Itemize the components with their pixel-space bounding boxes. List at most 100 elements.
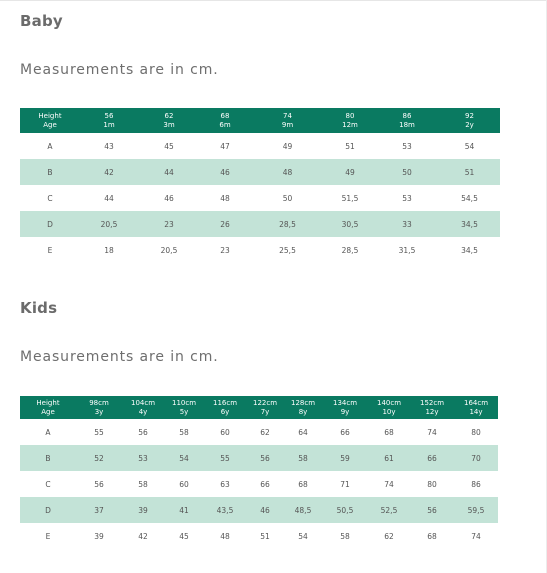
kids-table-body: A 55 56 58 60 62 64 66 68 74 80 B 52 53 54 55 56 58 59 61 66… (20, 419, 498, 549)
baby-header-size: 80 12m (325, 108, 375, 133)
measurement-cell: 62 (260, 427, 270, 437)
measurement-cell: 18 (104, 245, 114, 255)
table-row: E 39 42 45 48 51 54 58 62 68 74 (20, 523, 498, 549)
kids-header-size: 104cm 4y (122, 396, 164, 419)
measurement-cell: 33 (375, 211, 439, 237)
measurement-cell: 74 (427, 427, 437, 437)
measurement-cell: 42 (80, 159, 138, 185)
row-label: D (20, 211, 80, 237)
kids-measurement-note: Measurements are in cm. (20, 349, 219, 365)
header-line-secondary: 9y (340, 407, 350, 416)
measurement-cell: 49 (325, 159, 375, 185)
measurement-cell: 46 (200, 159, 250, 185)
header-line-secondary: 18m (399, 120, 415, 129)
measurement-cell: 49 (282, 141, 293, 151)
header-line-primary: 134cm (332, 398, 358, 407)
header-line-secondary: 7y (260, 407, 270, 416)
measurement-cell: 52 (76, 445, 122, 471)
measurement-cell: 51 (439, 159, 500, 185)
measurement-cell: 56 (246, 445, 284, 471)
header-line-secondary: 12y (425, 407, 439, 416)
kids-header-size: 122cm 7y (246, 396, 284, 419)
header-line-primary: 80 (345, 111, 355, 120)
header-line-secondary: 14y (469, 407, 483, 416)
measurement-cell: 44 (104, 193, 114, 203)
header-line-secondary: Age (41, 407, 55, 416)
measurement-cell: 62 (384, 531, 394, 541)
measurement-cell: 30,5 (325, 211, 375, 237)
baby-header-size: 86 18m (375, 108, 439, 133)
measurement-cell: 54 (464, 141, 475, 151)
measurement-cell: 25,5 (279, 245, 296, 255)
measurement-cell: 56 (410, 497, 454, 523)
header-line-primary: 104cm (130, 398, 156, 407)
header-line-secondary: 8y (298, 407, 308, 416)
measurement-cell: 37 (76, 497, 122, 523)
measurement-cell: 28,5 (250, 211, 325, 237)
table-row: B 42 44 46 48 49 50 51 (20, 159, 500, 185)
header-line-primary: 164cm (463, 398, 489, 407)
measurement-cell: 54,5 (461, 193, 478, 203)
measurement-cell: 45 (164, 141, 174, 151)
measurement-cell: 52,5 (368, 497, 410, 523)
measurement-cell: 48 (250, 159, 325, 185)
header-line-secondary: 2y (465, 120, 474, 129)
measurement-cell: 34,5 (461, 245, 478, 255)
measurement-cell: 34,5 (439, 211, 500, 237)
measurement-cell: 46 (164, 193, 174, 203)
header-line-primary: Height (36, 398, 60, 407)
measurement-cell: 80 (427, 479, 437, 489)
measurement-cell: 71 (340, 479, 350, 489)
measurement-cell: 50 (282, 193, 293, 203)
measurement-cell: 47 (220, 141, 230, 151)
kids-header-row: Height Age 98cm 3y 104cm 4y 110cm 5y 116cm 6y 122c… (20, 396, 498, 419)
table-row: D 20,5 23 26 28,5 30,5 33 34,5 (20, 211, 500, 237)
measurement-cell: 48 (220, 193, 230, 203)
header-line-secondary: 6y (220, 407, 230, 416)
measurement-cell: 53 (402, 141, 412, 151)
measurement-cell: 64 (298, 427, 308, 437)
baby-header-size: 92 2y (439, 108, 500, 133)
row-label: A (45, 427, 51, 437)
row-label: E (45, 531, 51, 541)
baby-header-size: 62 3m (138, 108, 200, 133)
row-label: C (47, 193, 53, 203)
measurement-cell: 59,5 (454, 497, 498, 523)
measurement-cell: 55 (204, 445, 246, 471)
measurement-cell: 42 (138, 531, 148, 541)
measurement-cell: 63 (220, 479, 230, 489)
measurement-cell: 61 (368, 445, 410, 471)
header-line-primary: 74 (283, 111, 292, 120)
baby-section-title: Baby (20, 12, 63, 30)
measurement-cell: 56 (138, 427, 148, 437)
measurement-cell: 60 (220, 427, 230, 437)
header-line-secondary: 4y (138, 407, 148, 416)
kids-header-size: 128cm 8y (284, 396, 322, 419)
measurement-cell: 48 (220, 531, 230, 541)
header-line-secondary: Age (43, 120, 57, 129)
baby-header-label: Height Age (20, 108, 80, 133)
kids-header-size: 164cm 14y (454, 396, 498, 419)
measurement-cell: 53 (402, 193, 412, 203)
measurement-cell: 74 (384, 479, 394, 489)
baby-header-size: 68 6m (200, 108, 250, 133)
table-row: C 44 46 48 50 51,5 53 54,5 (20, 185, 500, 211)
measurement-cell: 44 (138, 159, 200, 185)
measurement-cell: 68 (384, 427, 394, 437)
header-line-secondary: 5y (179, 407, 189, 416)
baby-header-size: 74 9m (250, 108, 325, 133)
measurement-cell: 50,5 (322, 497, 368, 523)
row-label: A (47, 141, 53, 151)
measurement-cell: 26 (200, 211, 250, 237)
table-row: E 18 20,5 23 25,5 28,5 31,5 34,5 (20, 237, 500, 263)
header-line-primary: 128cm (290, 398, 316, 407)
table-row: C 56 58 60 63 66 68 71 74 80 86 (20, 471, 498, 497)
header-line-primary: 92 (465, 111, 474, 120)
measurement-cell: 54 (298, 531, 308, 541)
measurement-cell: 55 (94, 427, 104, 437)
header-line-primary: 62 (164, 111, 174, 120)
baby-table-body: A 43 45 47 49 51 53 54 B 42 44 46 48 49 50 51 C 44 46 48 50 5… (20, 133, 500, 263)
header-line-primary: 110cm (171, 398, 197, 407)
measurement-cell: 39 (94, 531, 104, 541)
table-row: B 52 53 54 55 56 58 59 61 66 70 (20, 445, 498, 471)
